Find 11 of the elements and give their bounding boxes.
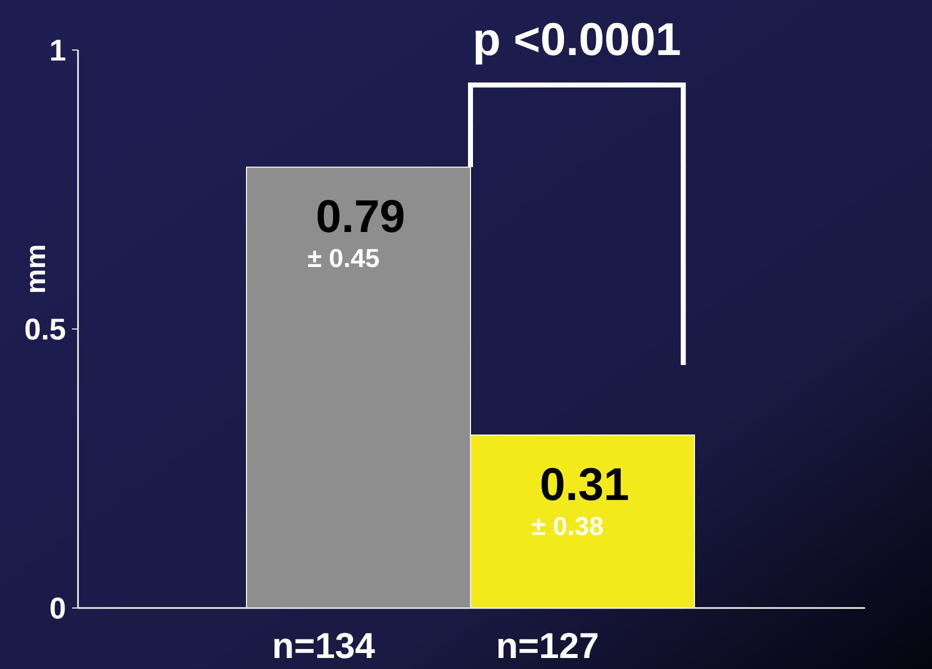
y-axis-title: mm: [20, 244, 51, 294]
data-label: 0.31: [540, 458, 630, 510]
y-tick-label: 1: [49, 34, 66, 68]
annotation: ± 0.45: [307, 243, 380, 274]
annotation: ± 0.38: [531, 511, 604, 542]
y-tick-label: 0.5: [24, 314, 66, 346]
y-tick-label: 0: [49, 592, 66, 626]
x-tick-label: n=127: [496, 625, 600, 666]
data-label: 0.79: [316, 190, 406, 242]
x-tick-label: n=134: [272, 625, 376, 666]
annotation: p <0.0001: [472, 13, 682, 65]
